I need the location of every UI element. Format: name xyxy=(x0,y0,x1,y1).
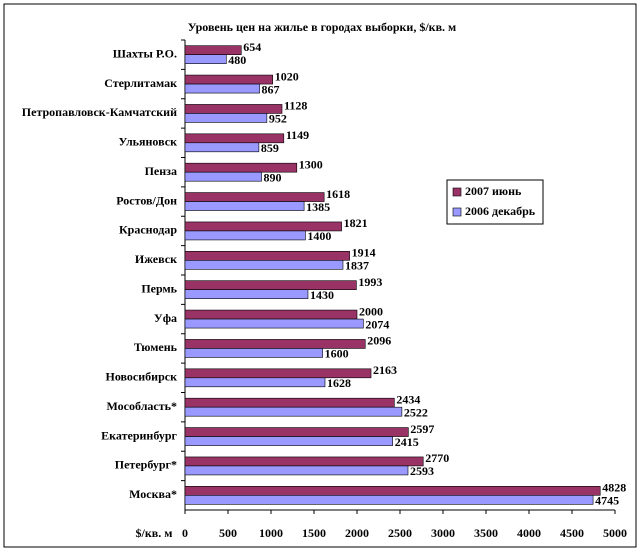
bar xyxy=(184,377,326,388)
value-label: 1300 xyxy=(299,157,323,171)
bar xyxy=(184,54,227,64)
value-label: 2522 xyxy=(404,405,428,419)
bar xyxy=(184,104,283,114)
x-tick-label: 2000 xyxy=(345,526,369,540)
value-label: 1821 xyxy=(344,216,368,230)
bar xyxy=(184,251,350,261)
y-tick-label: Петербург* xyxy=(115,458,177,472)
x-tick-label: 1000 xyxy=(259,526,283,540)
value-label: 4828 xyxy=(602,481,626,495)
bar xyxy=(184,83,260,94)
x-tick-label: 500 xyxy=(219,526,237,540)
x-axis-label: $/кв. м xyxy=(136,526,173,540)
x-tick-label: 1500 xyxy=(302,526,326,540)
value-label: 2770 xyxy=(425,451,449,465)
legend-label: 2006 декабрь xyxy=(465,204,536,218)
bar xyxy=(184,171,262,182)
legend-box xyxy=(446,179,544,225)
y-tick-label: Екатеринбург xyxy=(101,428,177,442)
value-label: 2074 xyxy=(365,317,389,331)
value-label: 654 xyxy=(243,40,261,54)
bar xyxy=(184,74,274,85)
x-tick-label: 2500 xyxy=(388,526,412,540)
value-label: 1618 xyxy=(326,187,350,201)
value-label: 1149 xyxy=(286,128,309,142)
bar xyxy=(184,142,260,153)
value-label: 1430 xyxy=(310,288,334,302)
bar xyxy=(184,427,409,437)
value-label: 1914 xyxy=(352,246,376,260)
value-label: 2434 xyxy=(396,392,420,406)
value-label: 867 xyxy=(262,82,280,96)
y-tick-label: Москва* xyxy=(129,487,177,501)
y-tick-label: Ростов/Дон xyxy=(116,193,177,207)
value-label: 2000 xyxy=(359,304,383,318)
value-label: 890 xyxy=(264,170,282,184)
value-label: 952 xyxy=(269,112,287,126)
legend-label: 2007 июнь xyxy=(465,184,522,198)
y-tick-label: Новосибирск xyxy=(105,370,177,384)
x-tick-label: 5000 xyxy=(603,526,627,540)
bar xyxy=(184,113,268,123)
value-label: 2597 xyxy=(410,422,434,436)
value-label: 2163 xyxy=(373,363,397,377)
y-tick-label: Ижевск xyxy=(135,252,177,266)
y-tick-label: Мособласть* xyxy=(107,399,178,413)
y-tick-label: Шахты Р.О. xyxy=(113,46,177,60)
y-tick-label: Ульяновск xyxy=(118,135,177,149)
x-tick-label: 4500 xyxy=(560,526,584,540)
bar xyxy=(184,348,323,358)
legend-swatch xyxy=(452,207,462,217)
bar xyxy=(184,495,594,505)
y-tick-label: Пенза xyxy=(145,164,177,178)
y-tick-label: Уфа xyxy=(154,311,177,325)
bar xyxy=(184,486,601,496)
x-tick-label: 0 xyxy=(182,526,188,540)
value-label: 1600 xyxy=(325,347,349,361)
bar xyxy=(184,192,325,202)
bar xyxy=(184,397,395,408)
bar xyxy=(184,289,309,299)
chart-border xyxy=(3,3,637,548)
y-tick-label: Краснодар xyxy=(119,223,177,237)
bar xyxy=(184,436,393,446)
chart-title: Уровень цен на жилье в городах выборки, … xyxy=(188,20,456,34)
value-label: 1628 xyxy=(327,376,351,390)
x-tick-label: 4000 xyxy=(517,526,541,540)
x-tick-label: 3000 xyxy=(431,526,455,540)
value-label: 480 xyxy=(228,53,246,67)
y-tick-label: Пермь xyxy=(141,281,177,295)
bar xyxy=(184,465,409,476)
y-tick-label: Тюмень xyxy=(134,340,178,354)
value-label: 1385 xyxy=(306,200,330,214)
value-label: 2593 xyxy=(410,464,434,478)
bar xyxy=(184,230,306,241)
bar xyxy=(184,456,424,467)
y-tick-label: Петропавловск-Камчатский xyxy=(22,105,177,119)
value-label: 859 xyxy=(261,141,279,155)
value-label: 4745 xyxy=(595,494,619,508)
bar xyxy=(184,201,305,211)
value-label: 1400 xyxy=(307,229,331,243)
bar xyxy=(184,260,344,270)
value-label: 1128 xyxy=(284,99,307,113)
value-label: 2096 xyxy=(367,334,391,348)
value-label: 2415 xyxy=(395,435,419,449)
bar xyxy=(184,318,364,329)
y-tick-label: Стерлитамак xyxy=(104,76,177,90)
legend-swatch xyxy=(452,187,462,197)
value-label: 1993 xyxy=(358,275,382,289)
value-label: 1837 xyxy=(345,259,369,273)
bar xyxy=(184,406,403,417)
x-tick-label: 3500 xyxy=(474,526,498,540)
value-label: 1020 xyxy=(275,69,299,83)
bar xyxy=(184,309,358,320)
